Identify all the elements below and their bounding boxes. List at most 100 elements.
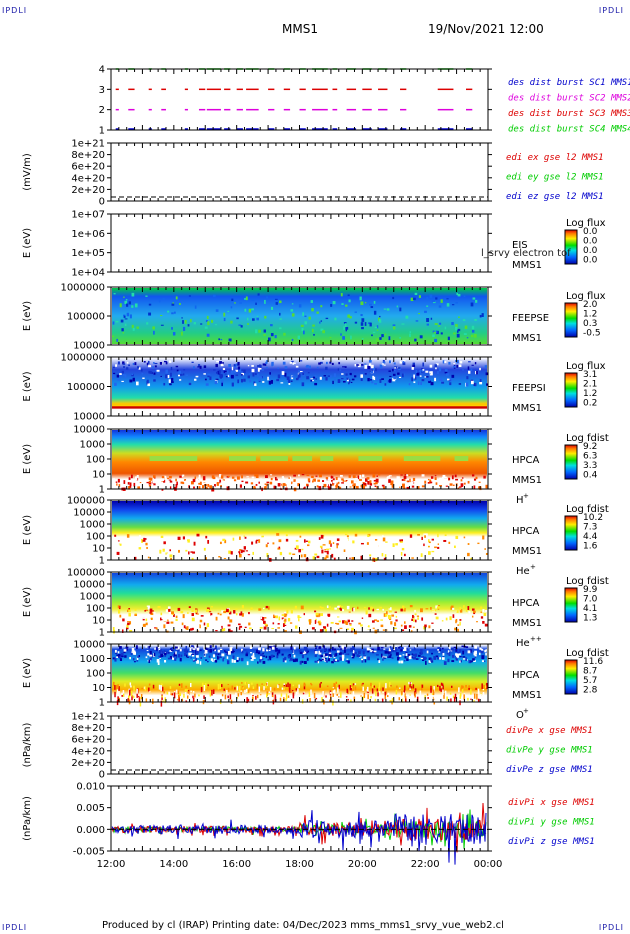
colorbar-tick: 1.6 [583, 542, 598, 552]
y-tick-label-edi: 2e+20 [71, 185, 105, 196]
legend-entry: des dist burst SC3 MMS3 [508, 109, 630, 119]
colorbar-tick: 1.2 [583, 310, 597, 320]
y-tick-label-burst: 2 [99, 105, 105, 116]
spacecraft-label: MMS1 [512, 690, 542, 701]
species-label: He [516, 638, 530, 649]
colorbar-title: Log fdist [566, 504, 609, 515]
colorbar-tick: 2.0 [583, 300, 598, 310]
y-tick-label-edi: 4e+20 [71, 173, 105, 184]
colorbar [564, 372, 578, 408]
colorbar-tick: 0.0 [583, 256, 598, 266]
colorbar-tick: 0.2 [583, 399, 597, 409]
colorbar-tick: 0.0 [583, 237, 598, 247]
colorbar-title: Log flux [566, 291, 606, 302]
colorbar-tick: 9.2 [583, 442, 597, 452]
y-tick-label-divpe: 6e+20 [71, 735, 105, 746]
colorbar-tick: -0.5 [583, 329, 601, 339]
panel-frame-eis [110, 213, 489, 273]
y-axis-label-hpca_he2: E (eV) [22, 587, 33, 617]
instrument-label: HPCA [512, 670, 540, 681]
colorbar-tick: 0.0 [583, 227, 598, 237]
y-tick-label-hpca_he1: 1 [99, 556, 105, 567]
y-axis-label-hpca_o: E (eV) [22, 658, 33, 688]
y-tick-label-hpca_h: 10 [92, 470, 105, 481]
corner-tag-top-right: IPDLI [598, 6, 624, 15]
instrument-label: FEEPSI [512, 383, 546, 394]
colorbar-title: Log fdist [566, 576, 609, 587]
series-line [111, 810, 487, 865]
y-tick-label-feepse: 1000000 [60, 283, 105, 294]
colorbar-tick: 9.9 [583, 585, 598, 595]
instrument-label: EIS [512, 240, 528, 251]
y-axis-label-feepse: E (eV) [22, 301, 33, 331]
colorbar-tick: 7.0 [583, 595, 598, 605]
x-tick-label: 12:00 [97, 859, 126, 870]
legend-entry: des dist burst SC2 MMS2 [508, 94, 630, 104]
y-tick-label-eis: 1e+07 [71, 210, 105, 221]
y-tick-label-hpca_he2: 1000 [80, 592, 105, 603]
y-tick-label-feepse: 100000 [67, 312, 105, 323]
colorbar-tick: 5.7 [583, 676, 597, 686]
panel-frame-burst [110, 68, 489, 131]
x-tick-label: 16:00 [222, 859, 251, 870]
y-tick-label-hpca_he1: 10 [92, 544, 105, 555]
y-axis-label-divpi: (nPa/km) [22, 796, 33, 841]
colorbar-tick: 2.1 [583, 380, 597, 390]
species-label: H [516, 495, 524, 506]
x-tick-label: 00:00 [474, 859, 503, 870]
colorbar-tick: 4.1 [583, 604, 597, 614]
instrument-label: HPCA [512, 455, 540, 466]
colorbar-tick: 0.3 [583, 319, 597, 329]
colorbar-tick: 1.2 [583, 389, 597, 399]
y-tick-label-hpca_he1: 100000 [67, 496, 105, 507]
y-tick-label-divpi: 0.005 [76, 803, 105, 814]
legend-entry: divPi y gse MMS1 [508, 818, 595, 828]
spacecraft-label: MMS1 [512, 333, 542, 344]
species-label: O [516, 710, 524, 721]
spacecraft-label: MMS1 [512, 475, 542, 486]
panel-frame-divpe [110, 715, 489, 775]
legend-entry: edi ex gse l2 MMS1 [506, 153, 604, 163]
y-tick-label-divpi: 0.010 [76, 782, 105, 793]
y-axis-label-hpca_he1: E (eV) [22, 515, 33, 545]
legend-entry: divPi x gse MMS1 [508, 798, 595, 808]
instrument-label: HPCA [512, 526, 540, 537]
species-charge: + [523, 707, 529, 715]
spacecraft-label: MMS1 [512, 546, 542, 557]
x-tick-label: 22:00 [411, 859, 440, 870]
colorbar-title: Log fdist [566, 433, 609, 444]
colorbar-tick: 3.3 [583, 461, 597, 471]
y-tick-label-hpca_he2: 10 [92, 616, 105, 627]
colorbar-tick: 2.8 [583, 686, 598, 696]
y-tick-label-hpca_he1: 1000 [80, 520, 105, 531]
y-tick-label-feepse: 10000 [73, 341, 105, 352]
legend-entry: edi ey gse l2 MMS1 [506, 173, 604, 183]
y-tick-label-divpe: 2e+20 [71, 758, 105, 769]
y-tick-label-hpca_o: 1000 [80, 654, 105, 665]
y-tick-label-eis: 1e+06 [71, 229, 105, 240]
colorbar [564, 515, 578, 551]
y-tick-label-hpca_o: 1 [99, 698, 105, 709]
instrument-label: FEEPSE [512, 313, 549, 324]
y-tick-label-hpca_h: 1000 [80, 440, 105, 451]
y-tick-label-hpca_h: 10000 [73, 425, 105, 436]
colorbar [564, 659, 578, 695]
y-tick-label-divpe: 4e+20 [71, 746, 105, 757]
y-tick-label-feepsi: 10000 [73, 412, 105, 423]
colorbar-title: Log flux [566, 361, 606, 372]
y-tick-label-burst: 1 [99, 126, 105, 137]
eis-overlay-text: l_srvy electron tof [481, 248, 571, 259]
y-tick-label-feepsi: 100000 [67, 382, 105, 393]
colorbar-title: Log flux [566, 218, 606, 229]
y-axis-label-eis: E (eV) [22, 228, 33, 258]
y-tick-label-feepsi: 1000000 [60, 353, 105, 364]
y-tick-label-edi: 8e+20 [71, 150, 105, 161]
y-tick-label-divpe: 8e+20 [71, 723, 105, 734]
y-tick-label-edi: 0 [99, 197, 105, 208]
corner-tag-bottom-right: IPDLI [598, 923, 624, 932]
y-tick-label-hpca_he2: 1 [99, 628, 105, 639]
colorbar-tick: 6.3 [583, 452, 597, 462]
y-tick-label-eis: 1e+05 [71, 248, 105, 259]
y-tick-label-edi: 6e+20 [71, 162, 105, 173]
